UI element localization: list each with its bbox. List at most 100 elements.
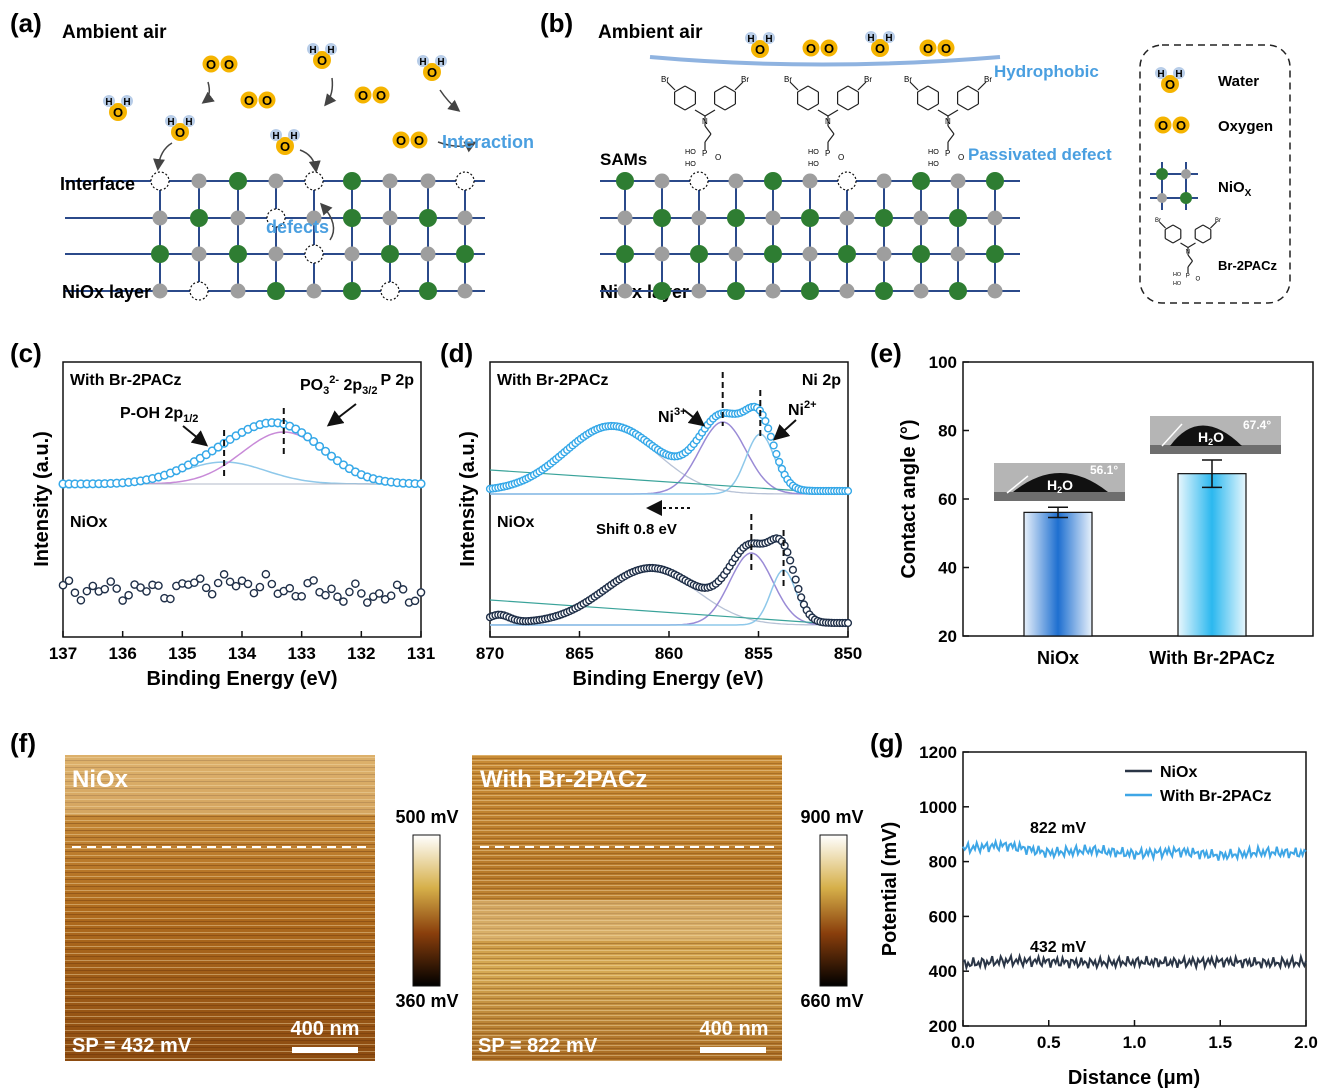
legend-niox: NiOX	[1218, 179, 1252, 199]
data-point-with-br2pacz	[315, 441, 325, 451]
o-atom	[728, 246, 744, 262]
x-tick-label: 865	[565, 644, 593, 663]
scale-bar-niox	[292, 1047, 358, 1053]
oxygen-label: O	[838, 153, 844, 162]
x-tick-label: 0.0	[951, 1033, 975, 1052]
defect-vacancy	[689, 171, 709, 191]
oxygen-molecule	[354, 86, 390, 104]
niox-lattice-b	[600, 171, 1020, 300]
y-axis-label-e: Contact angle (°)	[898, 419, 920, 578]
ni-atom	[727, 282, 745, 300]
hydrophobic-barrier	[649, 55, 1001, 67]
legend-g-niox: NiOx	[1160, 764, 1197, 781]
o-atom	[691, 283, 707, 299]
y-tick-label: 1000	[919, 798, 957, 817]
afm-title-niox: NiOx	[72, 766, 129, 793]
panel-a: (a) Ambient air Interaction Interface de…	[10, 8, 534, 302]
panel-d: (d) 870 865 860 855 850 Binding Energy (eV) …	[440, 338, 862, 690]
legend-water: Water	[1218, 73, 1259, 90]
annotation-432: 432 mV	[1030, 939, 1086, 956]
o-atom	[950, 246, 966, 262]
hydroxyl-label: HO	[928, 147, 939, 156]
molecules-a	[103, 43, 477, 241]
bond	[797, 85, 809, 93]
panel-label-d: (d)	[440, 338, 473, 368]
data-point-niox	[351, 579, 360, 588]
y-axis-label-g: Potential (mV)	[879, 822, 901, 956]
ni-atom	[986, 172, 1004, 190]
data-point-niox	[70, 588, 80, 598]
bromine-label: Br	[864, 75, 872, 84]
bond	[807, 103, 819, 111]
bond	[957, 103, 969, 111]
legend-border	[1139, 44, 1291, 304]
label-shift: Shift 0.8 eV	[596, 521, 677, 538]
x-tick-label: 860	[655, 644, 683, 663]
ni-atom	[267, 282, 285, 300]
defects-label: defects	[266, 217, 329, 237]
ni-atom	[343, 172, 361, 190]
bond	[937, 109, 949, 117]
o-atom	[987, 283, 1003, 299]
o-atom	[728, 173, 744, 189]
data-point-niox	[374, 589, 384, 598]
bond	[827, 133, 835, 143]
y-tick-label: 400	[929, 962, 957, 981]
afm-title-br2pacz: With Br-2PACz	[480, 766, 647, 793]
defect-vacancy	[304, 244, 324, 264]
category-br2pacz: With Br-2PACz	[1149, 648, 1275, 668]
panel-c: (c) 137 136 135 134 133 132 131 Binding Energy…	[10, 338, 435, 690]
oxygen-label: O	[715, 153, 721, 162]
hydrophobic-label: Hydrophobic	[994, 62, 1099, 81]
ni-atom	[653, 209, 671, 227]
data-point-niox	[380, 595, 390, 604]
data-point-niox	[786, 556, 795, 565]
y-tick-label: 800	[929, 853, 957, 872]
cbar-min-niox: 360 mV	[395, 991, 458, 1011]
y-tick-label: 20	[938, 627, 957, 646]
y-tick-label: 600	[929, 907, 957, 926]
data-point-niox	[249, 588, 259, 598]
ambient-air-label: Ambient air	[62, 22, 167, 43]
oxygen-label: O	[958, 153, 964, 162]
data-point-niox	[267, 579, 277, 589]
ambient-air-label-b: Ambient air	[598, 22, 703, 43]
bond	[1202, 224, 1212, 231]
interaction-arrow	[153, 142, 173, 171]
label-niox-d: NiOx	[497, 514, 534, 531]
bond	[734, 81, 744, 91]
bond	[1187, 260, 1193, 268]
oxygen-molecule	[392, 131, 428, 149]
bond	[1180, 242, 1189, 249]
bond	[684, 85, 696, 93]
cbar-max-br2pacz: 900 mV	[800, 807, 863, 827]
data-point-with-br2pacz	[761, 416, 770, 426]
o-atom	[839, 210, 855, 226]
label-po3: PO32- 2p3/2	[300, 374, 377, 397]
cbar-min-br2pacz: 660 mV	[800, 991, 863, 1011]
y-tick-label: 200	[929, 1017, 957, 1036]
oxygen-molecule	[802, 39, 838, 57]
droplet-image-1: H2O 56.1°	[994, 463, 1125, 501]
interface-label: Interface	[60, 174, 135, 194]
colorbar-niox: 500 mV 360 mV	[395, 807, 458, 1011]
label-poh: P-OH 2p1/2	[120, 405, 198, 425]
x-tick-label: 131	[407, 644, 435, 663]
data-point-niox	[780, 541, 789, 550]
data-point-niox	[243, 579, 253, 589]
bar-niox	[1023, 511, 1093, 637]
x-tick-label: 0.5	[1037, 1033, 1061, 1052]
data-point-with-br2pacz	[775, 457, 784, 467]
bond	[714, 85, 726, 93]
hydroxyl-label: HO	[1173, 272, 1181, 278]
bond	[827, 109, 839, 117]
x-tick-label: 855	[744, 644, 772, 663]
bond	[1159, 221, 1166, 229]
x-tick-label: 133	[287, 644, 315, 663]
data-point-niox	[309, 576, 318, 585]
bond	[947, 133, 955, 143]
data-point-niox	[195, 574, 205, 583]
data-point-niox	[142, 587, 151, 596]
annotation-822: 822 mV	[1030, 820, 1086, 837]
water-molecule	[745, 32, 775, 58]
